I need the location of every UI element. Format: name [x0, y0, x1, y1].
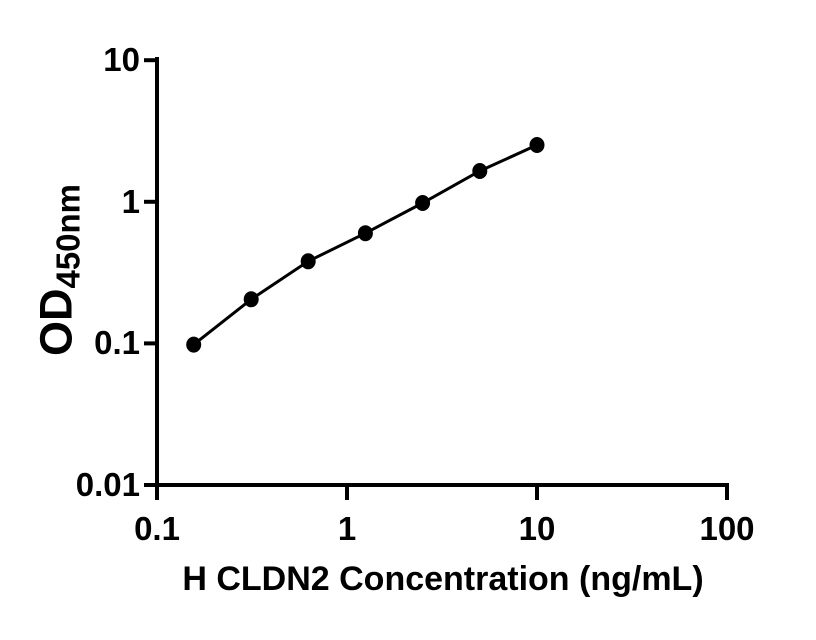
y-tick-label: 0.1: [94, 324, 140, 362]
x-tick-label: 1: [337, 510, 357, 547]
x-tick-label: 0.1: [134, 510, 180, 547]
data-point: [357, 225, 373, 242]
data-point: [243, 291, 259, 308]
x-tick-label: 100: [699, 510, 755, 547]
y-tick-label: 0.01: [75, 466, 140, 503]
y-tick-label: 1: [121, 182, 140, 220]
x-tick-label: 10: [518, 510, 556, 547]
x-axis-title: H CLDN2 Concentration (ng/mL): [182, 560, 704, 598]
data-point: [415, 195, 431, 211]
y-tick-label: 10: [103, 41, 140, 79]
data-point: [300, 253, 316, 270]
data-point: [186, 336, 202, 353]
data-point: [529, 137, 545, 153]
data-point: [472, 163, 488, 179]
